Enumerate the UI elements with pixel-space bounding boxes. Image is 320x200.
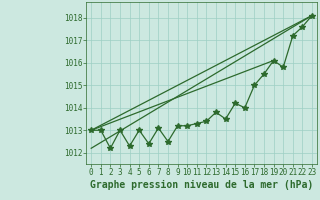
X-axis label: Graphe pression niveau de la mer (hPa): Graphe pression niveau de la mer (hPa) bbox=[90, 180, 313, 190]
